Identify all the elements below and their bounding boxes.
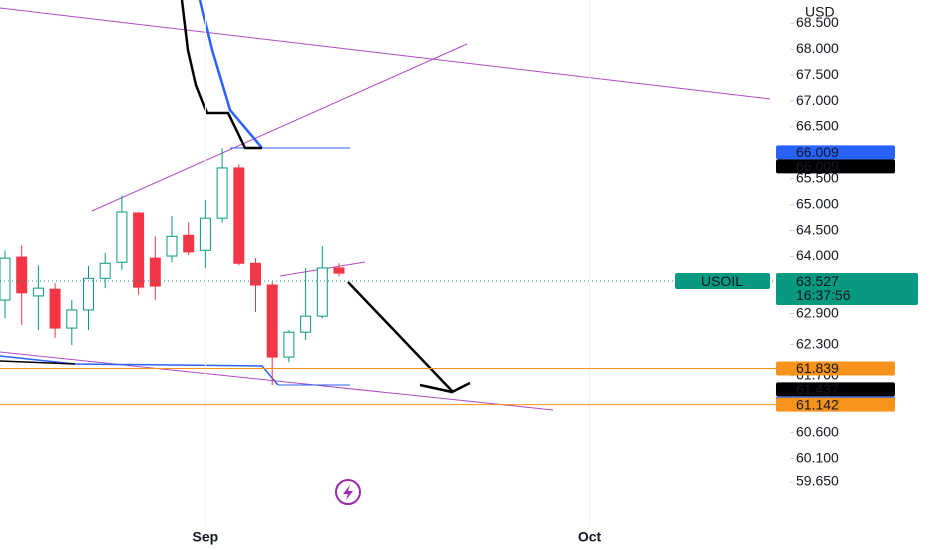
y-tick-label: 65.500	[796, 170, 839, 186]
candle-body	[283, 331, 295, 358]
y-tick-label: 64.500	[796, 221, 839, 237]
trend-line	[0, 7, 771, 100]
candle-body	[32, 287, 44, 297]
last-price-tag	[776, 273, 918, 306]
symbol-tag	[675, 273, 770, 290]
indicator-line	[180, 0, 262, 150]
candle-body	[16, 256, 28, 294]
y-tick-label: 62.900	[796, 304, 839, 320]
y-tick-label: 65.000	[796, 195, 839, 211]
candle-body	[149, 257, 161, 287]
last-price-label: 63.527	[796, 273, 839, 289]
candle-body	[216, 167, 228, 219]
event-icon[interactable]	[335, 479, 361, 505]
y-tick-label: 60.100	[796, 449, 839, 465]
trend-line	[0, 351, 554, 411]
price-tag	[776, 159, 895, 174]
price-tag	[776, 382, 895, 397]
countdown: 16:37:56	[796, 287, 851, 303]
candle-body	[166, 235, 178, 257]
x-tick-label: Sep	[193, 529, 219, 545]
candle-body	[66, 309, 78, 329]
y-tick-label: 67.500	[796, 66, 839, 82]
candle-body	[266, 284, 278, 358]
candle-body	[250, 262, 261, 286]
candle-body	[49, 288, 61, 329]
candle-body	[83, 277, 94, 311]
x-tick-label: Oct	[578, 529, 602, 545]
arrow-head	[419, 381, 471, 394]
price-tag	[776, 145, 895, 160]
y-tick-label: 68.000	[796, 40, 839, 56]
indicator-line	[198, 0, 263, 149]
y-tick-label: 60.600	[796, 423, 839, 439]
candle-body	[116, 211, 128, 263]
currency: USD	[805, 4, 835, 20]
candle-body	[316, 267, 328, 317]
price-tag	[776, 361, 895, 376]
price-tag-label: 61.437	[796, 381, 839, 397]
price-tag	[776, 397, 895, 412]
y-tick-label: 62.300	[796, 335, 839, 351]
candle-body	[333, 267, 345, 274]
trend-line	[91, 43, 468, 212]
y-tick-label: 68.500	[796, 14, 839, 30]
price-tag-label: 61.839	[796, 360, 839, 376]
candle-body	[0, 257, 11, 301]
indicator-line	[0, 355, 279, 386]
y-tick-label: 64.000	[796, 247, 839, 263]
price-tag-label: 61.142	[796, 396, 839, 412]
price-tag-label: 66.009	[796, 158, 839, 174]
candle-body	[99, 262, 111, 279]
price-tag-label: 66.009	[796, 144, 839, 160]
y-tick-label: 67.000	[796, 92, 839, 108]
arrow	[347, 281, 453, 392]
candle-body	[183, 234, 195, 253]
candle-body	[133, 212, 145, 288]
candle-body	[233, 167, 245, 264]
event-icon-bolt	[343, 485, 353, 500]
candle-body	[199, 217, 211, 251]
indicator-line	[0, 360, 76, 365]
drawings	[0, 0, 771, 505]
y-tick-label: 66.500	[796, 118, 839, 134]
symbol-label: USOIL	[701, 273, 743, 289]
y-tick-label: 59.650	[796, 473, 839, 489]
candle-body	[300, 315, 312, 333]
